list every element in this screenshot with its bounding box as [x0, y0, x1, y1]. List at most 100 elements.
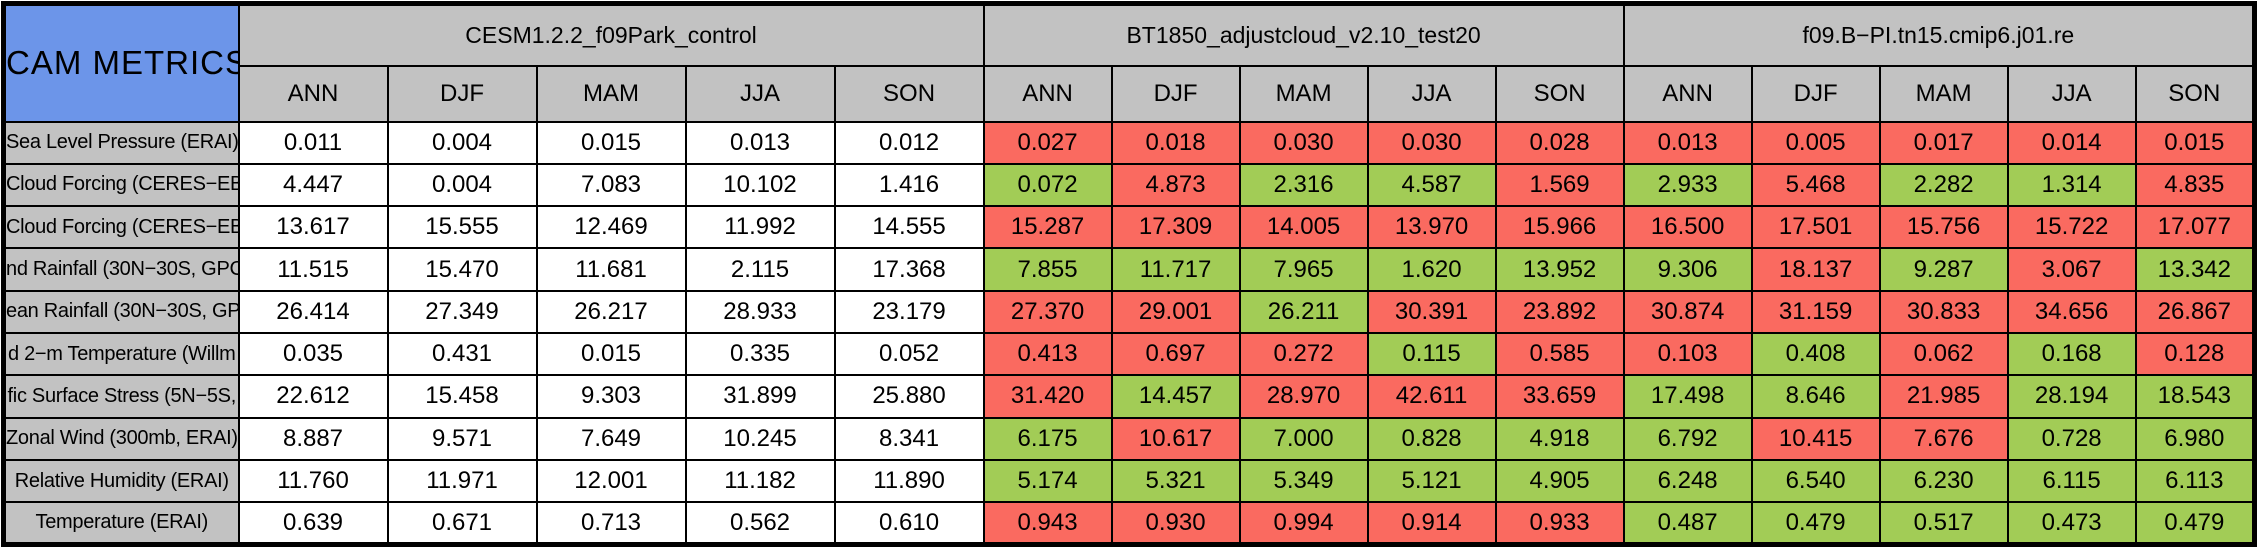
metric-value-cell: 0.030	[1238, 120, 1369, 165]
metric-value-cell: 27.349	[386, 289, 538, 334]
metric-value-cell: 0.013	[1622, 120, 1753, 165]
model-name-header-3: f09.B−PI.tn15.cmip6.j01.re	[1622, 2, 2256, 67]
metric-value-cell: 15.470	[386, 247, 538, 292]
metric-value-cell: 31.159	[1750, 289, 1881, 334]
metric-value-cell: 26.217	[535, 289, 687, 334]
metric-row-label: d 2−m Temperature (Willm	[2, 331, 240, 377]
metric-value-cell: 0.004	[386, 162, 538, 208]
metric-value-cell: 0.408	[1750, 331, 1881, 377]
metric-value-cell: 0.585	[1494, 331, 1625, 377]
metric-value-cell: 1.416	[833, 162, 985, 208]
metric-value-cell: 11.681	[535, 247, 687, 292]
metric-value-cell: 4.447	[237, 162, 389, 208]
metric-value-cell: 11.760	[237, 458, 389, 504]
metric-value-cell: 10.617	[1110, 416, 1241, 461]
metric-row-label: nd Rainfall (30N−30S, GPC	[2, 247, 240, 292]
metric-value-cell: 30.874	[1622, 289, 1753, 334]
season-header-row: ANN DJF MAM JJA SON ANN DJF MAM JJA SON …	[4, 64, 2256, 123]
metric-value-cell: 15.555	[386, 205, 538, 250]
metric-value-cell: 6.248	[1622, 458, 1753, 504]
metric-value-cell: 0.994	[1238, 501, 1369, 546]
metric-value-cell: 17.368	[833, 247, 985, 292]
metric-value-cell: 0.517	[1878, 501, 2009, 546]
metric-value-cell: 0.128	[2134, 331, 2256, 377]
season-header: MAM	[1878, 64, 2009, 123]
metric-row-label: Sea Level Pressure (ERAI)	[2, 120, 240, 165]
metric-value-cell: 12.001	[535, 458, 687, 504]
metric-value-cell: 14.005	[1238, 205, 1369, 250]
metric-value-cell: 14.457	[1110, 374, 1241, 419]
metric-value-cell: 0.610	[833, 501, 985, 546]
metric-value-cell: 0.072	[982, 162, 1113, 208]
metric-value-cell: 0.011	[237, 120, 389, 165]
metric-value-cell: 31.420	[982, 374, 1113, 419]
season-header: JJA	[2006, 64, 2137, 123]
metric-value-cell: 0.012	[833, 120, 985, 165]
metric-row-label: Cloud Forcing (CERES−EBA	[2, 162, 240, 208]
metric-value-cell: 5.174	[982, 458, 1113, 504]
metric-value-cell: 0.473	[2006, 501, 2137, 546]
metric-value-cell: 0.015	[535, 331, 687, 377]
metric-value-cell: 5.349	[1238, 458, 1369, 504]
metric-value-cell: 0.027	[982, 120, 1113, 165]
metric-value-cell: 1.569	[1494, 162, 1625, 208]
metric-value-cell: 7.676	[1878, 416, 2009, 461]
model-name-header-2: BT1850_adjustcloud_v2.10_test20	[982, 2, 1625, 67]
metric-value-cell: 15.458	[386, 374, 538, 419]
metric-value-cell: 0.828	[1366, 416, 1497, 461]
metric-value-cell: 15.756	[1878, 205, 2009, 250]
metric-value-cell: 11.717	[1110, 247, 1241, 292]
metric-value-cell: 5.468	[1750, 162, 1881, 208]
metric-row: fic Surface Stress (5N−5S, 22.612 15.458…	[2, 374, 2256, 419]
metric-value-cell: 34.656	[2006, 289, 2137, 334]
metric-value-cell: 17.309	[1110, 205, 1241, 250]
metric-value-cell: 3.067	[2006, 247, 2137, 292]
metric-value-cell: 2.933	[1622, 162, 1753, 208]
metric-value-cell: 0.713	[535, 501, 687, 546]
metric-value-cell: 30.391	[1366, 289, 1497, 334]
metric-value-cell: 0.168	[2006, 331, 2137, 377]
metric-value-cell: 11.515	[237, 247, 389, 292]
metric-value-cell: 11.182	[684, 458, 836, 504]
metric-value-cell: 0.697	[1110, 331, 1241, 377]
metric-value-cell: 2.115	[684, 247, 836, 292]
season-header: ANN	[237, 64, 389, 123]
metric-value-cell: 21.985	[1878, 374, 2009, 419]
metric-value-cell: 4.873	[1110, 162, 1241, 208]
metric-value-cell: 15.287	[982, 205, 1113, 250]
metric-value-cell: 15.722	[2006, 205, 2137, 250]
metric-value-cell: 5.121	[1366, 458, 1497, 504]
metric-row-label: fic Surface Stress (5N−5S,	[2, 374, 240, 419]
metric-value-cell: 0.014	[2006, 120, 2137, 165]
metric-value-cell: 6.115	[2006, 458, 2137, 504]
metric-value-cell: 13.970	[1366, 205, 1497, 250]
metric-value-cell: 0.005	[1750, 120, 1881, 165]
metric-value-cell: 17.498	[1622, 374, 1753, 419]
metric-row: Temperature (ERAI) 0.639 0.671 0.713 0.5…	[2, 501, 2256, 546]
season-header: JJA	[1366, 64, 1497, 123]
metric-value-cell: 8.646	[1750, 374, 1881, 419]
metric-value-cell: 26.867	[2134, 289, 2256, 334]
metric-value-cell: 30.833	[1878, 289, 2009, 334]
season-header: ANN	[1622, 64, 1753, 123]
metric-value-cell: 10.245	[684, 416, 836, 461]
season-header: DJF	[1110, 64, 1241, 123]
season-header: MAM	[1238, 64, 1369, 123]
metric-value-cell: 0.479	[1750, 501, 1881, 546]
metric-value-cell: 9.303	[535, 374, 687, 419]
metric-value-cell: 28.933	[684, 289, 836, 334]
metric-value-cell: 0.052	[833, 331, 985, 377]
metric-value-cell: 18.543	[2134, 374, 2256, 419]
metric-value-cell: 28.194	[2006, 374, 2137, 419]
metric-value-cell: 13.617	[237, 205, 389, 250]
metric-value-cell: 13.342	[2134, 247, 2256, 292]
metric-value-cell: 42.611	[1366, 374, 1497, 419]
metric-value-cell: 0.479	[2134, 501, 2256, 546]
metric-value-cell: 0.018	[1110, 120, 1241, 165]
metric-value-cell: 16.500	[1622, 205, 1753, 250]
metric-row: nd Rainfall (30N−30S, GPC 11.515 15.470 …	[2, 247, 2256, 292]
season-header: JJA	[684, 64, 836, 123]
metric-row: Cloud Forcing (CERES−EBA 4.447 0.004 7.0…	[2, 162, 2256, 208]
metric-value-cell: 31.899	[684, 374, 836, 419]
metric-row: Cloud Forcing (CERES−EBA 13.617 15.555 1…	[2, 205, 2256, 250]
